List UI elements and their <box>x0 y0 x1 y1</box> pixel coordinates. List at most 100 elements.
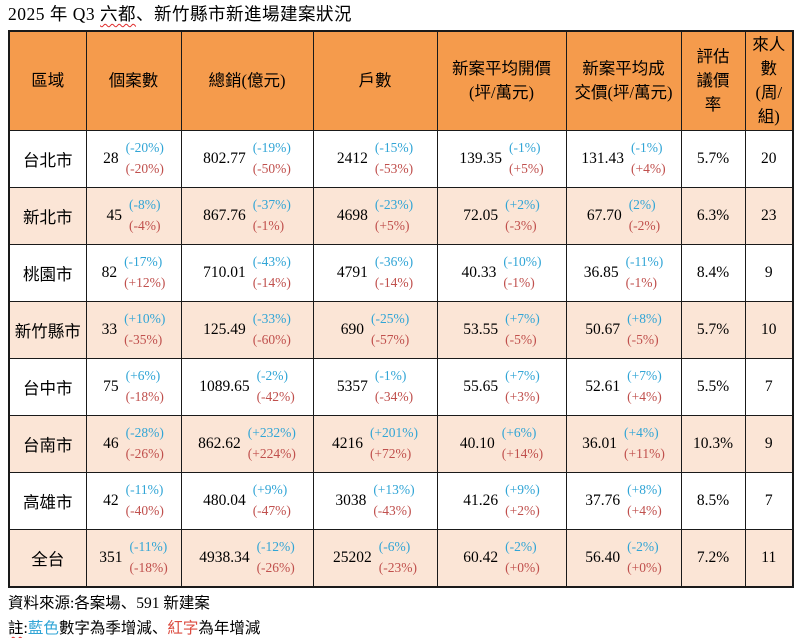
avg-asking-price-qoq: (-1%) <box>509 140 541 156</box>
avg-deal-price-yoy: (-1%) <box>625 275 658 291</box>
table-body: 台北市 28 (-20%) (-20%) 802.77 (-19%) (-50%) … <box>8 130 794 588</box>
total-sales-value: 862.62 <box>198 435 241 453</box>
avg-deal-price-value: 36.01 <box>582 435 617 453</box>
unit-count-value: 25202 <box>333 549 372 566</box>
avg-deal-price-yoy: (+4%) <box>627 389 662 405</box>
total-sales-yoy: (-14%) <box>252 275 291 291</box>
table-row: 新北市 45 (-8%) (-4%) 867.76 (-37%) (-1%) 469… <box>8 187 794 246</box>
title-part2: 、新竹縣市新進場建案狀況 <box>136 4 353 24</box>
unit-count-yoy: (+5%) <box>374 218 410 234</box>
avg-deal-price-qoq: (+7%) <box>627 368 662 384</box>
avg-deal-price-cell: 37.76 (+8%) (+4%) <box>565 472 682 531</box>
avg-asking-price-value: 41.26 <box>463 492 499 510</box>
total-sales-qoq: (-43%) <box>252 254 291 270</box>
avg-deal-price-qoq: (+8%) <box>627 311 662 327</box>
region-cell: 台北市 <box>8 130 87 189</box>
avg-asking-price-cell: 41.26 (+9%) (+2%) <box>436 472 567 531</box>
region-cell: 桃園市 <box>8 244 87 303</box>
avg-deal-price-yoy: (+11%) <box>624 446 665 462</box>
avg-deal-price-cell: 131.43 (-1%) (+4%) <box>565 130 682 189</box>
negotiation-rate-cell: 6.3% <box>680 187 746 246</box>
avg-deal-price-cell: 50.67 (+8%) (-5%) <box>565 301 682 360</box>
unit-count-yoy: (+72%) <box>369 446 412 462</box>
case-count-value: 28 <box>103 150 119 168</box>
case-count-value: 42 <box>103 492 119 510</box>
header-visitor-count: 來人 數 (周/ 組) <box>744 30 794 132</box>
header-case-count: 個案數 <box>85 30 182 132</box>
case-count-yoy: (-40%) <box>125 503 164 519</box>
avg-deal-price-qoq: (-1%) <box>631 140 663 156</box>
avg-deal-price-qoq: (-2%) <box>627 539 659 555</box>
case-count-yoy: (-20%) <box>125 161 164 177</box>
header-negotiation-rate: 評估 議價 率 <box>680 30 746 132</box>
unit-count-value: 690 <box>340 321 364 339</box>
unit-count-cell: 5357 (-1%) (-34%) <box>312 358 438 417</box>
avg-asking-price-yoy: (-1%) <box>503 275 535 291</box>
case-count-qoq: (+6%) <box>125 368 161 384</box>
visitor-count-cell: 10 <box>744 301 794 360</box>
avg-asking-price-value: 55.65 <box>463 378 499 396</box>
legend-blue-term: 藍色 <box>27 619 59 637</box>
header-unit-count: 戶數 <box>312 30 438 132</box>
case-count-cell: 75 (+6%) (-18%) <box>85 358 182 417</box>
table-row: 桃園市 82 (-17%) (+12%) 710.01 (-43%) (-14%) … <box>8 244 794 303</box>
negotiation-rate-cell: 8.4% <box>680 244 746 303</box>
total-sales-value: 1089.65 <box>199 378 250 396</box>
unit-count-yoy: (-53%) <box>374 161 414 177</box>
avg-asking-price-yoy: (-5%) <box>505 332 537 348</box>
negotiation-rate-cell: 5.7% <box>680 301 746 360</box>
total-sales-yoy: (+224%) <box>247 446 296 462</box>
avg-asking-price-qoq: (-10%) <box>503 254 542 270</box>
unit-count-qoq: (-6%) <box>378 539 411 555</box>
unit-count-cell: 2412 (-15%) (-53%) <box>312 130 438 189</box>
unit-count-cell: 3038 (+13%) (-43%) <box>312 472 438 531</box>
unit-count-qoq: (+201%) <box>369 425 419 441</box>
header-avg-asking-price: 新案平均開價 (坪/萬元) <box>436 30 567 132</box>
case-count-yoy: (-35%) <box>124 332 163 348</box>
case-count-qoq: (-11%) <box>125 482 164 498</box>
unit-count-yoy: (-14%) <box>374 275 414 291</box>
avg-asking-price-qoq: (+2%) <box>505 197 540 213</box>
total-sales-cell: 125.49 (-33%) (-60%) <box>180 301 314 360</box>
avg-asking-price-yoy: (+0%) <box>505 560 540 575</box>
case-count-cell: 28 (-20%) (-20%) <box>85 130 182 189</box>
region-cell: 台南市 <box>8 415 87 474</box>
visitor-count-cell: 20 <box>744 130 794 189</box>
case-count-value: 46 <box>103 435 119 453</box>
total-sales-value: 710.01 <box>203 264 246 282</box>
total-sales-qoq: (-12%) <box>256 539 295 555</box>
case-count-yoy: (-18%) <box>129 560 168 575</box>
unit-count-cell: 4791 (-36%) (-14%) <box>312 244 438 303</box>
avg-asking-price-cell: 40.33 (-10%) (-1%) <box>436 244 567 303</box>
new-projects-table: 區域 個案數 總銷(億元) 戶數 新案平均開價 (坪/萬元) 新案平均成 交價(… <box>8 29 794 588</box>
case-count-qoq: (-11%) <box>129 539 168 555</box>
avg-asking-price-qoq: (+9%) <box>505 482 540 498</box>
avg-deal-price-value: 67.70 <box>586 207 622 225</box>
avg-asking-price-qoq: (-2%) <box>505 539 537 555</box>
avg-asking-price-yoy: (+14%) <box>501 446 544 462</box>
unit-count-qoq: (-23%) <box>374 197 414 213</box>
case-count-cell: 82 (-17%) (+12%) <box>85 244 182 303</box>
legend-note-colon: : <box>23 619 28 637</box>
case-count-cell: 33 (+10%) (-35%) <box>85 301 182 360</box>
case-count-value: 45 <box>106 207 123 225</box>
avg-asking-price-yoy: (+5%) <box>509 161 544 177</box>
avg-asking-price-cell: 60.42 (-2%) (+0%) <box>436 529 567 588</box>
avg-deal-price-value: 50.67 <box>585 321 621 339</box>
case-count-qoq: (-20%) <box>125 140 164 156</box>
unit-count-value: 4216 <box>331 435 363 453</box>
total-sales-value: 4938.34 <box>199 549 250 566</box>
legend-red-term: 紅字 <box>167 619 199 637</box>
total-sales-qoq: (-19%) <box>252 140 291 156</box>
unit-count-cell: 4216 (+201%) (+72%) <box>312 415 438 474</box>
avg-asking-price-value: 60.42 <box>463 549 499 566</box>
avg-deal-price-cell: 67.70 (2%) (-2%) <box>565 187 682 246</box>
total-sales-yoy: (-60%) <box>252 332 291 348</box>
unit-count-cell: 4698 (-23%) (+5%) <box>312 187 438 246</box>
unit-count-cell: 25202 (-6%) (-23%) <box>312 529 438 588</box>
negotiation-rate-cell: 5.5% <box>680 358 746 417</box>
total-sales-cell: 1089.65 (-2%) (-42%) <box>180 358 314 417</box>
total-sales-yoy: (-42%) <box>256 389 295 405</box>
avg-asking-price-cell: 55.65 (+7%) (+3%) <box>436 358 567 417</box>
